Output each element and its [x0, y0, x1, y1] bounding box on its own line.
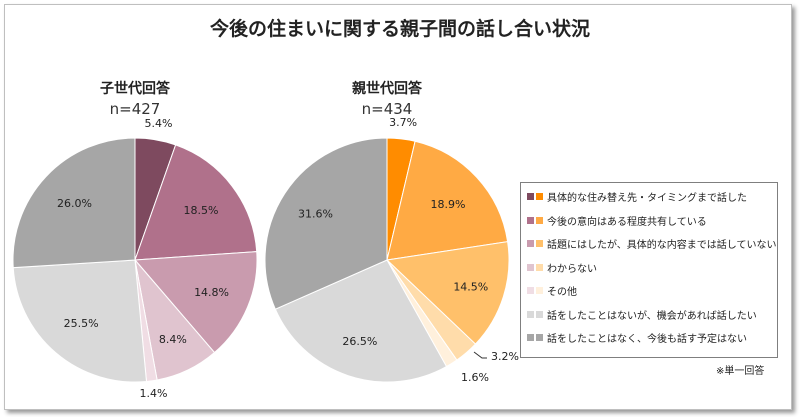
legend-swatch — [527, 334, 534, 341]
pie0-slice-2 — [133, 251, 258, 354]
legend-item: わからない — [527, 260, 597, 275]
legend-swatch — [536, 334, 543, 341]
leader-line — [473, 351, 487, 359]
legend: 具体的な住み替え先・タイミングまで話した 今後の意向はある程度共有している話題には… — [520, 182, 778, 358]
legend-swatch — [536, 287, 543, 294]
legend-item: 話をしたことはないが、機会があれば話したい — [527, 307, 757, 322]
note: ※単一回答 — [716, 366, 765, 377]
pie0-label-0: 5.4% — [145, 117, 173, 130]
legend-label: 今後の意向はある程度共有している — [547, 216, 707, 228]
pie0-label-2: 14.8% — [194, 286, 229, 299]
pie0-label-4: 1.4% — [140, 387, 168, 400]
legend-swatch — [527, 216, 534, 224]
chart-title: 今後の住まいに関する親子間の話し合い状況 — [209, 18, 590, 40]
legend-item: 話題にはしたが、具体的な内容までは話していない — [527, 236, 777, 251]
pie0-label-5: 25.5% — [64, 317, 99, 330]
pie1-slice-1 — [386, 140, 509, 261]
legend-item: その他 — [527, 283, 577, 298]
pie0-label-3: 8.4% — [159, 333, 187, 346]
legend-swatch — [527, 310, 534, 318]
legend-swatch — [527, 193, 534, 200]
pie1-label-2: 14.5% — [453, 280, 488, 293]
pie1-slice-2 — [385, 241, 510, 345]
pie1-label-6: 31.6% — [298, 207, 333, 220]
legend-label: 話をしたことはないが、機会があれば話したい — [547, 310, 757, 322]
pie1-label-4: 1.6% — [461, 371, 489, 384]
legend-label: 話をしたことはなく、今後も話す予定はない — [547, 334, 747, 345]
legend-swatch — [536, 193, 543, 200]
legend-swatch — [536, 310, 543, 318]
legend-label: 話題にはしたが、具体的な内容までは話していない — [547, 240, 777, 251]
pie1-slice-6 — [264, 137, 388, 310]
legend-label: 具体的な住み替え先・タイミングまで話した — [547, 193, 747, 204]
legend-swatch — [536, 263, 543, 271]
legend-label: わからない — [547, 263, 597, 275]
child-pie-title: 子世代回答 — [100, 81, 170, 97]
parent-pie-title: 親世代回答 — [352, 81, 422, 97]
pie1-label-5: 26.5% — [342, 335, 377, 348]
child-n: n=427 — [109, 100, 161, 118]
parent-n: n=434 — [361, 100, 413, 118]
pie1-label-1: 18.9% — [431, 198, 466, 211]
pie0-slice-5 — [12, 259, 148, 383]
legend-swatch — [527, 287, 534, 294]
pie0-slice-1 — [134, 144, 258, 261]
pie1-label-0: 3.7% — [389, 116, 417, 129]
pie0-label-6: 26.0% — [57, 197, 92, 210]
legend-swatch — [536, 240, 543, 247]
legend-item: 今後の意向はある程度共有している — [527, 213, 707, 228]
legend-swatch — [536, 216, 543, 224]
legend-swatch — [527, 263, 534, 271]
pie1-label-3: 3.2% — [491, 350, 519, 363]
legend-swatch — [527, 240, 534, 247]
legend-item: 具体的な住み替え先・タイミングまで話した — [527, 189, 747, 204]
legend-item: 話をしたことはなく、今後も話す予定はない — [527, 330, 747, 345]
pie0-slice-6 — [12, 137, 136, 269]
legend-label: その他 — [547, 287, 577, 298]
pie0-label-1: 18.5% — [184, 204, 219, 217]
